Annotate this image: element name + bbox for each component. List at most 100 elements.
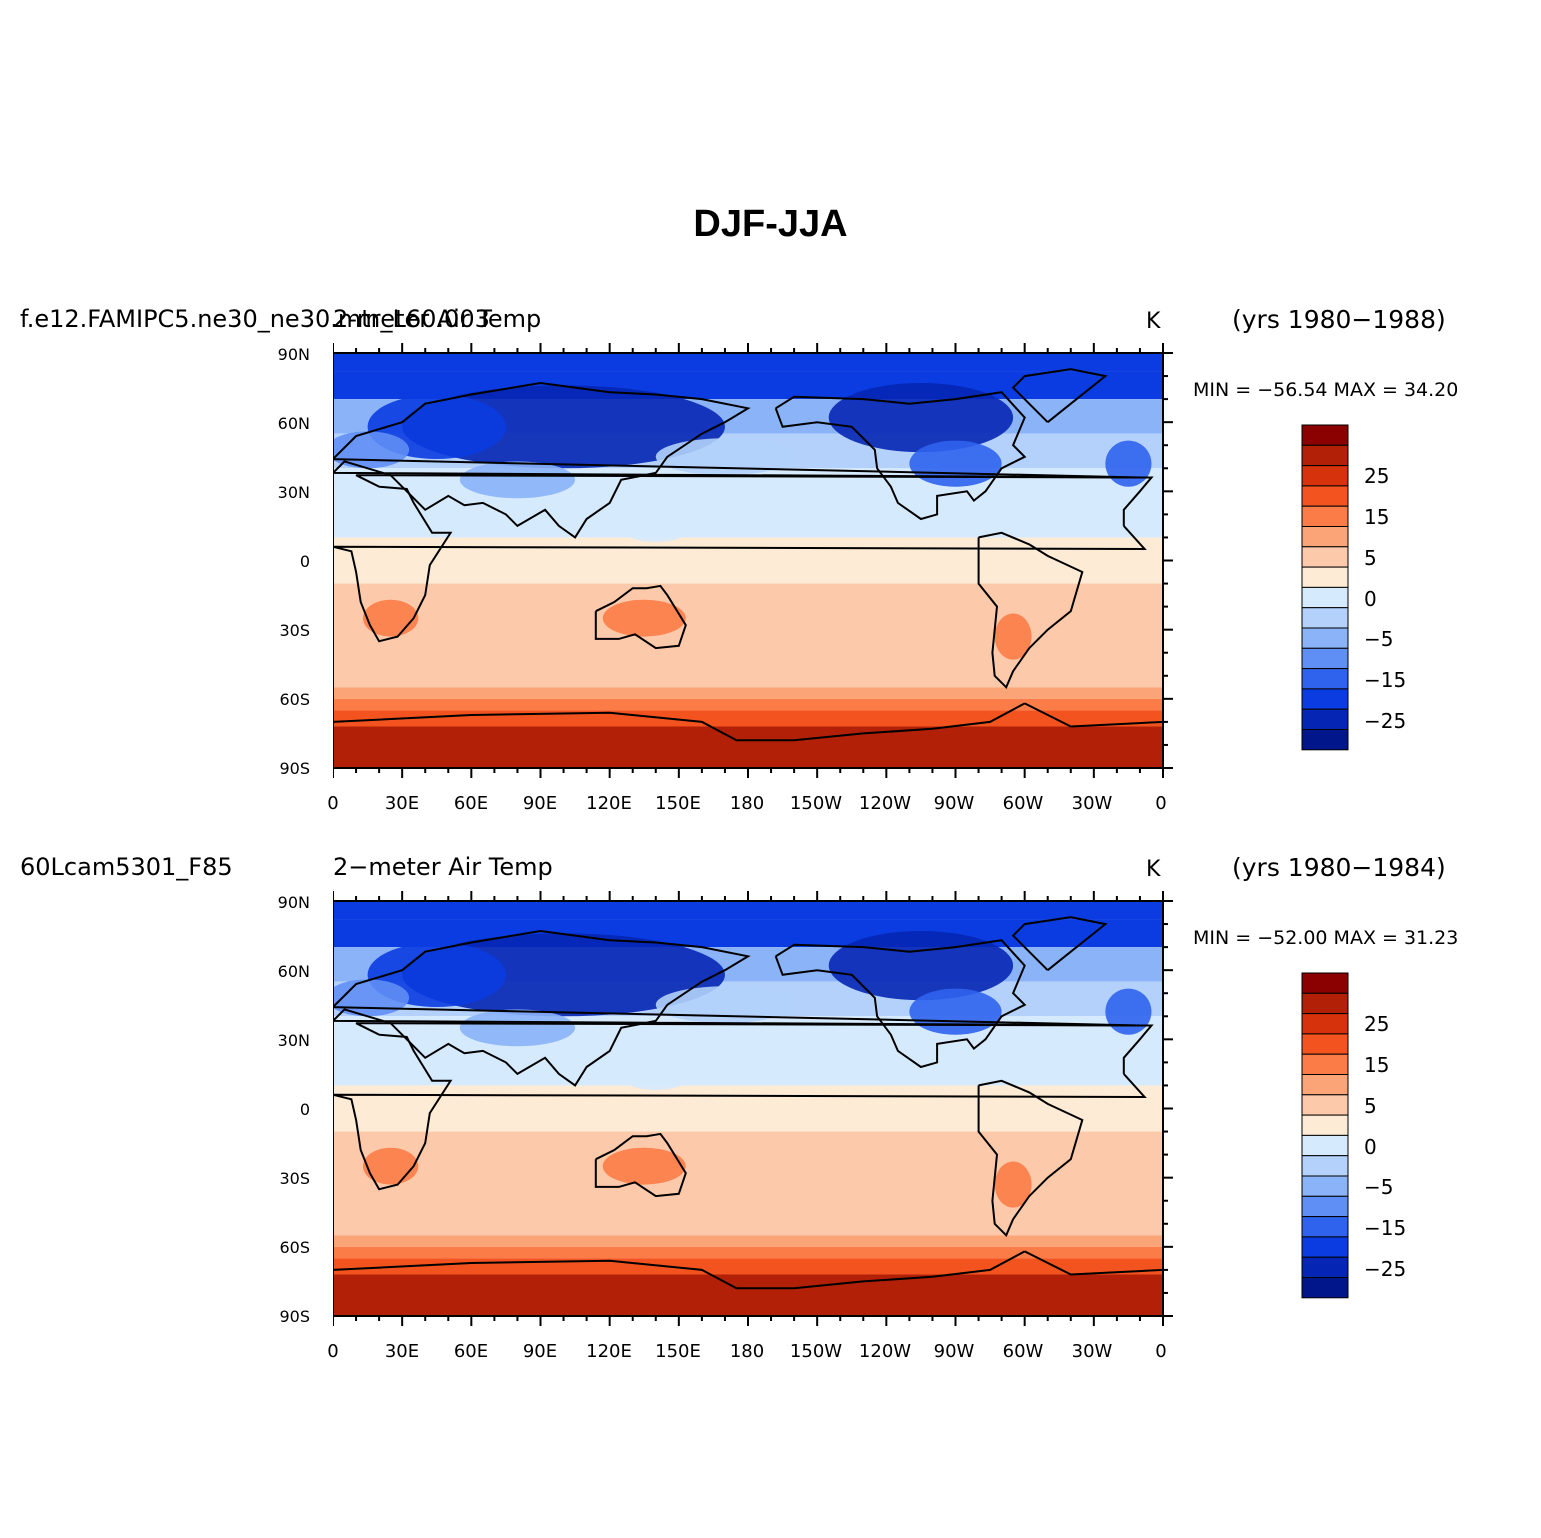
temperature-blob — [609, 1034, 702, 1091]
colorbar-swatch — [1301, 444, 1349, 467]
lon-tick-label: 120W — [858, 793, 912, 814]
colorbar-label: −5 — [1364, 1175, 1394, 1199]
temperature-blob — [459, 1009, 576, 1047]
colorbar-swatch — [1301, 1277, 1349, 1299]
colorbar-label: 25 — [1364, 1012, 1390, 1036]
temperature-blob — [1105, 440, 1152, 487]
colorbar — [1301, 424, 1349, 751]
lon-tick-label: 30E — [384, 1341, 420, 1362]
colorbar-label: 0 — [1364, 587, 1377, 611]
temperature-band — [333, 1131, 1163, 1236]
colorbar-swatch — [1301, 1216, 1349, 1238]
colorbar-swatch — [1301, 668, 1349, 690]
coastline — [333, 929, 1152, 1087]
lat-tick-label: 90N — [277, 893, 310, 912]
temperature-blob — [602, 599, 686, 637]
coastline — [333, 474, 1154, 643]
units-label: K — [1146, 857, 1161, 882]
colorbar-swatch — [1301, 1053, 1349, 1075]
colorbar-swatch — [1301, 1074, 1349, 1096]
coastline — [333, 381, 1152, 539]
colorbar-label: −25 — [1364, 709, 1407, 733]
lat-tick-label: 0 — [299, 1100, 310, 1119]
colorbar-swatch — [1301, 526, 1349, 548]
lon-tick-label: 0 — [327, 1341, 339, 1362]
coastline — [1011, 916, 1108, 971]
temperature-blob — [828, 930, 1014, 1001]
colorbar-label: 15 — [1364, 505, 1390, 529]
colorbar-label: −5 — [1364, 627, 1394, 651]
lon-tick-label: 60E — [453, 1341, 489, 1362]
temperature-band — [333, 495, 1163, 538]
colorbar-swatch — [1301, 1013, 1349, 1035]
units-label: K — [1146, 309, 1161, 334]
colorbar-label: 0 — [1364, 1135, 1377, 1159]
minmax-label: MIN = −52.00 MAX = 31.23 — [1193, 927, 1459, 949]
coastline — [594, 1132, 687, 1198]
coastline — [774, 391, 1027, 521]
temperature-band — [333, 710, 1163, 727]
colorbar-label: 5 — [1364, 546, 1377, 570]
lon-tick-label: 30W — [1071, 793, 1113, 814]
colorbar-label: −15 — [1364, 1216, 1407, 1240]
lat-tick-label: 30S — [279, 1169, 310, 1188]
lon-tick-label: 180 — [729, 1341, 765, 1362]
temperature-blob — [994, 1161, 1032, 1208]
temperature-band — [333, 1258, 1163, 1275]
colorbar-swatch — [1301, 1155, 1349, 1177]
case-name: f.e12.FAMIPC5.ne30_ne30.mtr_L60.003 — [20, 305, 490, 333]
temperature-band — [333, 371, 1163, 400]
temperature-blob — [909, 440, 1002, 487]
lon-tick-label: 90W — [933, 1341, 975, 1362]
colorbar-label: 25 — [1364, 464, 1390, 488]
temperature-band — [333, 537, 1163, 561]
coastline — [333, 1022, 1154, 1191]
colorbar-swatch — [1301, 1134, 1349, 1157]
coastline — [977, 531, 1084, 690]
temperature-band — [333, 919, 1163, 948]
colorbar-swatch — [1301, 1195, 1349, 1218]
temperature-blob — [1105, 988, 1152, 1035]
lon-tick-label: 30W — [1071, 1341, 1113, 1362]
colorbar-swatch — [1301, 1033, 1349, 1055]
lat-tick-label: 60S — [279, 690, 310, 709]
colorbar-swatch — [1301, 992, 1349, 1015]
panel-2: 60Lcam5301_F85 2−meter Air Temp K (yrs 1… — [0, 853, 1541, 1393]
coastline — [1011, 368, 1108, 423]
lat-tick-label: 0 — [299, 552, 310, 571]
colorbar-swatch — [1301, 708, 1349, 731]
colorbar-label: −25 — [1364, 1257, 1407, 1281]
temperature-band — [333, 560, 1163, 584]
lon-tick-label: 120W — [858, 1341, 912, 1362]
colorbar-swatch — [1301, 1114, 1349, 1136]
lon-tick-label: 150W — [789, 1341, 843, 1362]
lon-tick-label: 120E — [586, 793, 632, 814]
colorbar-swatch — [1301, 1236, 1349, 1258]
temperature-blob — [828, 382, 1014, 453]
lon-tick-label: 90W — [933, 793, 975, 814]
coastline — [774, 939, 1027, 1069]
lon-tick-label: 90E — [522, 1341, 558, 1362]
temperature-blob — [459, 461, 576, 499]
colorbar-swatch — [1301, 566, 1349, 588]
temperature-blob — [362, 599, 419, 637]
temperature-band — [333, 698, 1163, 711]
colorbar-swatch — [1301, 586, 1349, 609]
lon-tick-label: 0 — [1155, 793, 1167, 814]
lon-tick-label: 0 — [1155, 1341, 1167, 1362]
lon-tick-label: 120E — [586, 1341, 632, 1362]
colorbar-swatch — [1301, 546, 1349, 568]
variable-name: 2-meter Air Temp — [333, 305, 542, 333]
lat-tick-label: 60N — [277, 414, 310, 433]
lon-tick-label: 0 — [327, 793, 339, 814]
panel-1: f.e12.FAMIPC5.ne30_ne30.mtr_L60.003 2-me… — [0, 305, 1541, 845]
lat-tick-label: 90S — [279, 759, 310, 778]
variable-name: 2−meter Air Temp — [333, 853, 553, 881]
colorbar-label: 15 — [1364, 1053, 1390, 1077]
lat-tick-label: 30S — [279, 621, 310, 640]
temperature-band — [333, 901, 1163, 920]
colorbar-swatch — [1301, 465, 1349, 487]
colorbar-label: −15 — [1364, 668, 1407, 692]
coastline — [977, 1079, 1084, 1238]
temperature-band — [333, 583, 1163, 688]
